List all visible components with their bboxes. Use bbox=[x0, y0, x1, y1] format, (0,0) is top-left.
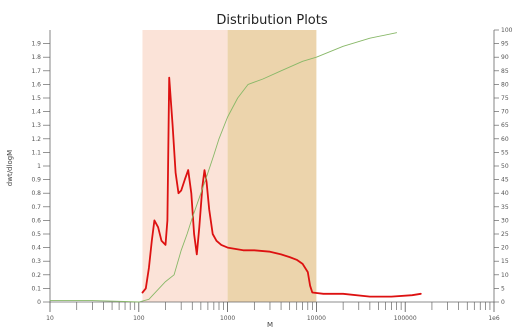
y-tick-label-15: 1.5 bbox=[31, 95, 41, 102]
y-tick-label-9: 0.9 bbox=[31, 177, 41, 184]
chart-title: Distribution Plots bbox=[216, 13, 327, 28]
y2-tick-label-0: 0 bbox=[501, 299, 505, 306]
y2-tick-label-1: 5 bbox=[501, 285, 505, 292]
y-tick-label-16: 1.6 bbox=[31, 81, 41, 88]
y-tick-label-1: 0.1 bbox=[31, 285, 41, 292]
y2-tick-label-19: 95 bbox=[501, 41, 509, 48]
axes: 0 0.1 0.2 0.3 0.4 0.5 0.6 0.7 0.8 0.9 1 1.1 1.2 1.3 1.… bbox=[31, 27, 512, 322]
y-tick-label-10: 1 bbox=[37, 163, 41, 170]
y2-tick-label-16: 80 bbox=[501, 81, 509, 88]
y2-tick-label-9: 45 bbox=[501, 177, 509, 184]
y-tick-label-14: 1.4 bbox=[31, 109, 41, 116]
series-line-1 bbox=[49, 32, 398, 303]
y2-tick-label-2: 10 bbox=[501, 272, 509, 279]
y2-tick-label-17: 85 bbox=[501, 68, 509, 75]
y2-tick-label-4: 20 bbox=[501, 245, 509, 252]
x-tick-label-5: 1e6 bbox=[488, 315, 500, 322]
y2-tick-label-8: 40 bbox=[501, 190, 509, 197]
series-line-0 bbox=[141, 76, 422, 298]
y-axis-label: dwt/dlogM bbox=[6, 150, 14, 186]
shaded-region-1 bbox=[227, 30, 317, 302]
y2-tick-label-10: 50 bbox=[501, 163, 509, 170]
y-tick-label-12: 1.2 bbox=[31, 136, 41, 143]
y-tick-label-5: 0.5 bbox=[31, 231, 41, 238]
y2-tick-label-20: 100 bbox=[501, 27, 513, 34]
x-tick-label-1: 100 bbox=[133, 315, 145, 322]
y2-tick-label-11: 55 bbox=[501, 149, 509, 156]
y2-tick-label-15: 75 bbox=[501, 95, 509, 102]
y2-tick-label-14: 70 bbox=[501, 109, 509, 116]
y-tick-label-18: 1.8 bbox=[31, 54, 41, 61]
y2-tick-label-6: 30 bbox=[501, 217, 509, 224]
y-tick-label-0: 0 bbox=[37, 299, 41, 306]
y2-tick-label-12: 60 bbox=[501, 136, 509, 143]
y-tick-label-8: 0.8 bbox=[31, 190, 41, 197]
y-tick-label-19: 1.9 bbox=[31, 41, 41, 48]
x-tick-label-0: 10 bbox=[46, 315, 54, 322]
x-tick-label-2: 1000 bbox=[220, 315, 235, 322]
y-tick-label-2: 0.2 bbox=[31, 272, 41, 279]
y-tick-label-17: 1.7 bbox=[31, 68, 41, 75]
y-tick-label-11: 1.1 bbox=[31, 149, 41, 156]
shaded-region-0 bbox=[142, 30, 228, 302]
y-tick-label-3: 0.3 bbox=[31, 258, 41, 265]
y-tick-label-13: 1.3 bbox=[31, 122, 41, 129]
y2-tick-label-18: 90 bbox=[501, 54, 509, 61]
y2-tick-label-3: 15 bbox=[501, 258, 509, 265]
y2-tick-label-7: 35 bbox=[501, 204, 509, 211]
x-tick-label-3: 10000 bbox=[307, 315, 326, 322]
y-tick-label-4: 0.4 bbox=[31, 245, 41, 252]
y2-tick-label-5: 25 bbox=[501, 231, 509, 238]
series-layer bbox=[49, 32, 422, 303]
x-tick-label-4: 100000 bbox=[394, 315, 417, 322]
x-axis-label: M bbox=[267, 321, 273, 329]
y2-tick-label-13: 65 bbox=[501, 122, 509, 129]
y-tick-label-7: 0.7 bbox=[31, 204, 41, 211]
y-tick-label-6: 0.6 bbox=[31, 217, 41, 224]
